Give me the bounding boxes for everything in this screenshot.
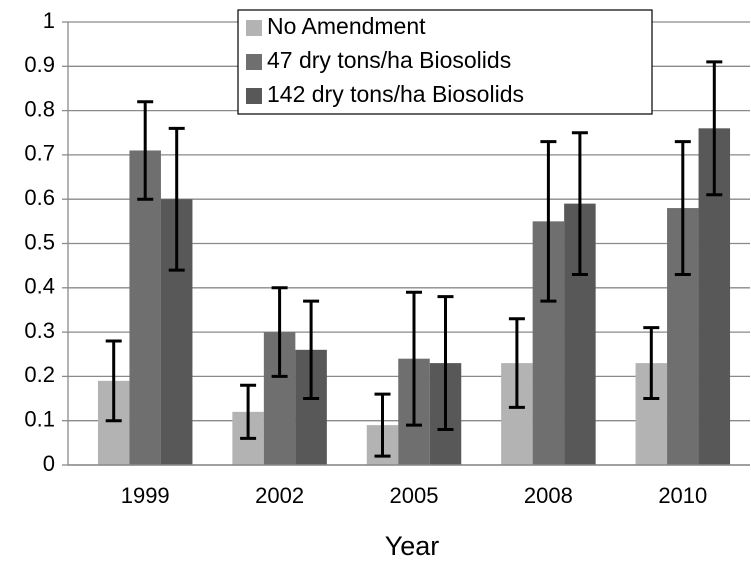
y-tick-label: 0.6 (24, 185, 55, 210)
x-axis-label: Year (385, 531, 440, 561)
error-bar (168, 126, 185, 272)
error-bar (643, 326, 660, 401)
legend-swatch (246, 20, 262, 36)
error-bar (674, 140, 691, 277)
y-tick-label: 0.1 (24, 407, 55, 432)
error-bar (437, 295, 454, 432)
y-tick-label: 0.7 (24, 141, 55, 166)
x-tick-label: 2005 (390, 483, 439, 508)
legend-swatch (246, 88, 262, 104)
error-bar (303, 299, 320, 401)
y-tick-label: 0.9 (24, 52, 55, 77)
error-bar (540, 140, 557, 303)
y-tick-label: 0 (43, 451, 55, 476)
legend-label: No Amendment (267, 13, 426, 39)
error-bar (571, 131, 588, 277)
x-tick-label: 1999 (121, 483, 170, 508)
y-tick-label: 0.3 (24, 318, 55, 343)
x-tick-label: 2010 (658, 483, 707, 508)
error-bar (105, 339, 122, 423)
legend-swatch (246, 54, 262, 70)
y-tick-label: 0.8 (24, 96, 55, 121)
error-bar (271, 286, 288, 378)
error-bar (240, 383, 257, 440)
y-tick-label: 0.4 (24, 274, 55, 299)
legend-label: 47 dry tons/ha Biosolids (267, 47, 511, 73)
error-bar (508, 317, 525, 409)
bar (129, 150, 161, 465)
legend-label: 142 dry tons/ha Biosolids (267, 81, 524, 107)
legend-box (237, 9, 653, 115)
error-bar (137, 100, 154, 201)
y-tick-label: 0.5 (24, 229, 55, 254)
error-bar (374, 392, 391, 458)
x-tick-label: 2002 (255, 483, 304, 508)
y-tick-label: 1 (43, 8, 55, 33)
x-tick-label: 2008 (524, 483, 573, 508)
error-bar (406, 290, 422, 427)
error-bar (706, 60, 723, 197)
y-tick-label: 0.2 (24, 362, 55, 387)
